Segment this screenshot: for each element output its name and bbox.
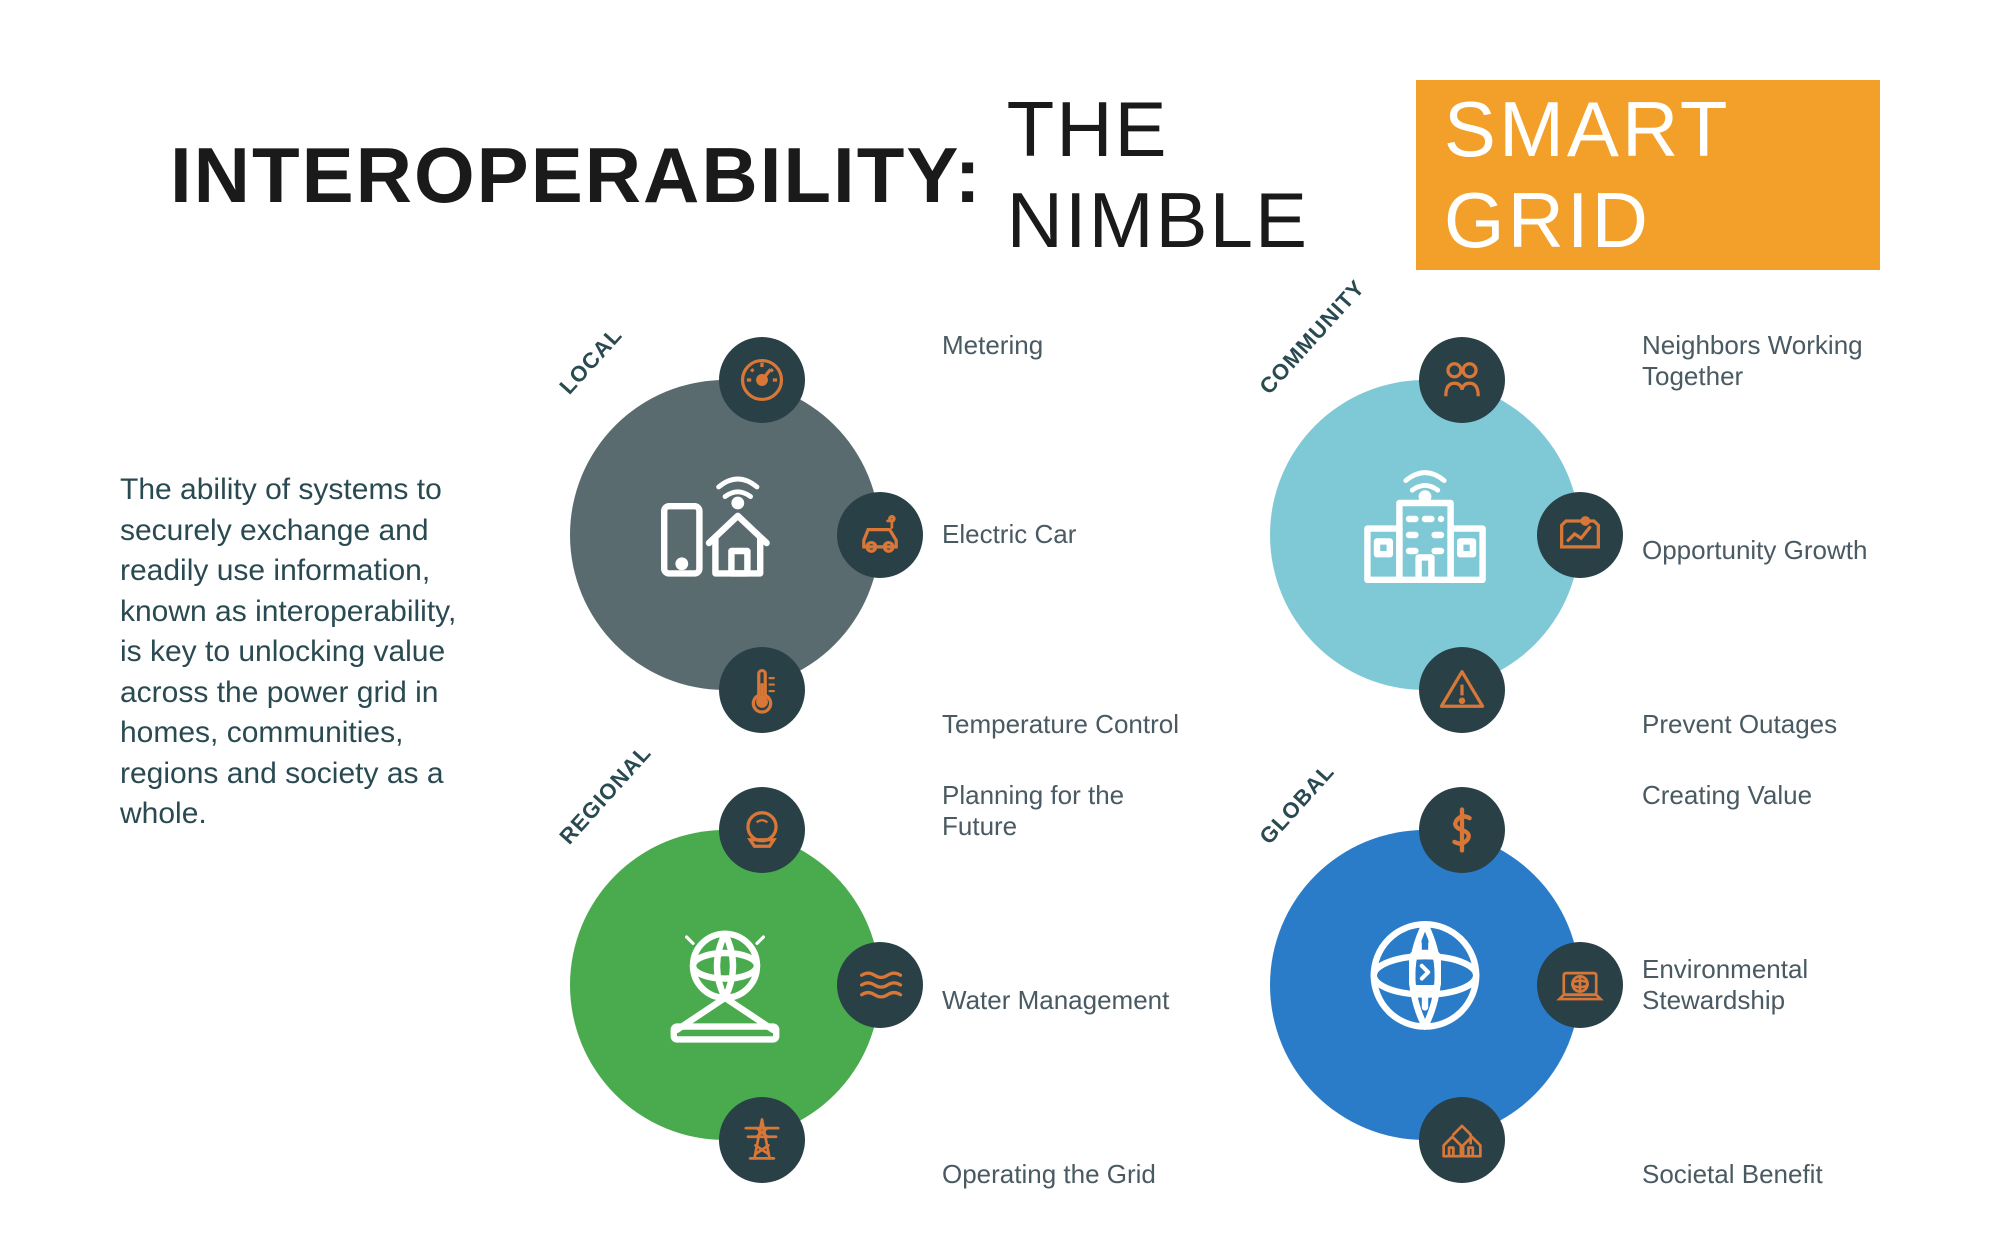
satellite-planning [719, 787, 805, 873]
dollar-icon [1435, 803, 1489, 857]
satellite-water [837, 942, 923, 1028]
title-highlight: SMART GRID [1416, 80, 1880, 270]
title-bold: INTEROPERABILITY: [170, 130, 983, 221]
item-label: Water Management [942, 985, 1180, 1016]
cluster-label: GLOBAL [1254, 759, 1339, 850]
local-circle [570, 380, 880, 690]
waves-icon [853, 958, 907, 1012]
item-label: Environmental Stewardship [1642, 954, 1880, 1016]
thermometer-icon [735, 663, 789, 717]
hologram-globe-icon [645, 905, 805, 1065]
satellite-temperature [719, 647, 805, 733]
satellite-neighbors [1419, 337, 1505, 423]
cluster-local: LOCAL [570, 360, 1180, 710]
satellite-grid-ops [719, 1097, 805, 1183]
regional-circle [570, 830, 880, 1140]
car-icon [853, 508, 907, 562]
satellite-environment [1537, 942, 1623, 1028]
item-label: Creating Value [1642, 780, 1880, 811]
people-icon [1435, 353, 1489, 407]
satellite-societal [1419, 1097, 1505, 1183]
satellite-outages [1419, 647, 1505, 733]
gauge-icon [735, 353, 789, 407]
satellite-electric-car [837, 492, 923, 578]
community-circle [1270, 380, 1580, 690]
chart-icon [1553, 508, 1607, 562]
item-label: Temperature Control [942, 709, 1179, 740]
cluster-grid: LOCAL [520, 360, 1880, 1160]
crystal-ball-icon [735, 803, 789, 857]
title-thin: THE NIMBLE [1007, 84, 1392, 266]
cluster-community: COMMUNITY [1270, 360, 1880, 710]
item-label: Operating the Grid [942, 1159, 1180, 1190]
description-text: The ability of systems to securely excha… [120, 360, 480, 1160]
cluster-label: COMMUNITY [1254, 275, 1370, 400]
laptop-globe-icon [1553, 958, 1607, 1012]
global-circle [1270, 830, 1580, 1140]
satellite-value [1419, 787, 1505, 873]
item-label: Planning for the Future [942, 780, 1180, 842]
satellite-metering [719, 337, 805, 423]
warning-icon [1435, 663, 1489, 717]
item-label: Opportunity Growth [1642, 535, 1880, 566]
satellite-growth [1537, 492, 1623, 578]
cluster-global: GLOBAL [1270, 810, 1880, 1160]
item-label: Prevent Outages [1642, 709, 1880, 740]
page-title: INTEROPERABILITY: THE NIMBLE SMART GRID [170, 80, 1880, 270]
house-phone-icon [645, 455, 805, 615]
cluster-label: REGIONAL [554, 740, 656, 850]
item-label: Societal Benefit [1642, 1159, 1880, 1190]
item-label: Metering [942, 330, 1179, 361]
globe-plug-icon [1345, 905, 1505, 1065]
cluster-label: LOCAL [554, 322, 627, 399]
item-label: Neighbors Working Together [1642, 330, 1880, 392]
power-tower-icon [735, 1113, 789, 1167]
cluster-regional: REGIONAL [570, 810, 1180, 1160]
buildings-icon [1345, 455, 1505, 615]
item-label: Electric Car [942, 519, 1179, 550]
houses-icon [1435, 1113, 1489, 1167]
